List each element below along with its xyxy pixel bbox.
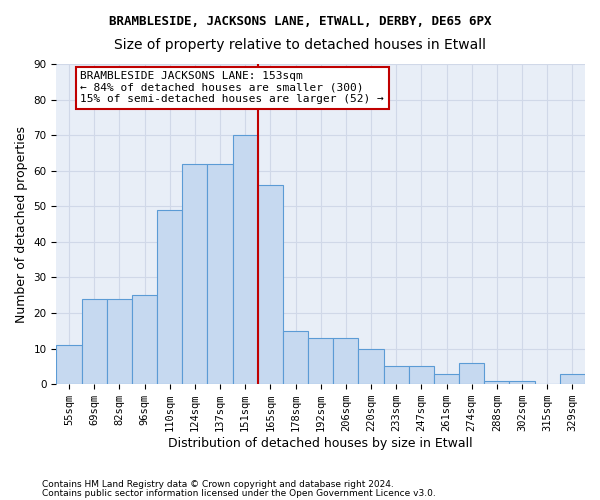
Bar (283, 331, 308, 384)
Bar (208, 164, 233, 384)
Text: Size of property relative to detached houses in Etwall: Size of property relative to detached ho… (114, 38, 486, 52)
Bar (333, 338, 358, 384)
Text: BRAMBLESIDE JACKSONS LANE: 153sqm
← 84% of detached houses are smaller (300)
15%: BRAMBLESIDE JACKSONS LANE: 153sqm ← 84% … (80, 71, 384, 104)
Bar (383, 366, 409, 384)
Bar (560, 374, 585, 384)
X-axis label: Distribution of detached houses by size in Etwall: Distribution of detached houses by size … (169, 437, 473, 450)
Bar (182, 164, 208, 384)
Bar (82, 299, 107, 384)
Bar (308, 338, 333, 384)
Bar (434, 374, 459, 384)
Text: Contains HM Land Registry data © Crown copyright and database right 2024.: Contains HM Land Registry data © Crown c… (42, 480, 394, 489)
Bar (459, 363, 484, 384)
Bar (509, 380, 535, 384)
Bar (107, 299, 132, 384)
Bar (233, 135, 258, 384)
Y-axis label: Number of detached properties: Number of detached properties (15, 126, 28, 322)
Text: Contains public sector information licensed under the Open Government Licence v3: Contains public sector information licen… (42, 488, 436, 498)
Bar (358, 348, 383, 384)
Bar (258, 185, 283, 384)
Bar (157, 210, 182, 384)
Text: BRAMBLESIDE, JACKSONS LANE, ETWALL, DERBY, DE65 6PX: BRAMBLESIDE, JACKSONS LANE, ETWALL, DERB… (109, 15, 491, 28)
Bar (132, 296, 157, 384)
Bar (56, 345, 82, 384)
Bar (409, 366, 434, 384)
Bar (484, 380, 509, 384)
